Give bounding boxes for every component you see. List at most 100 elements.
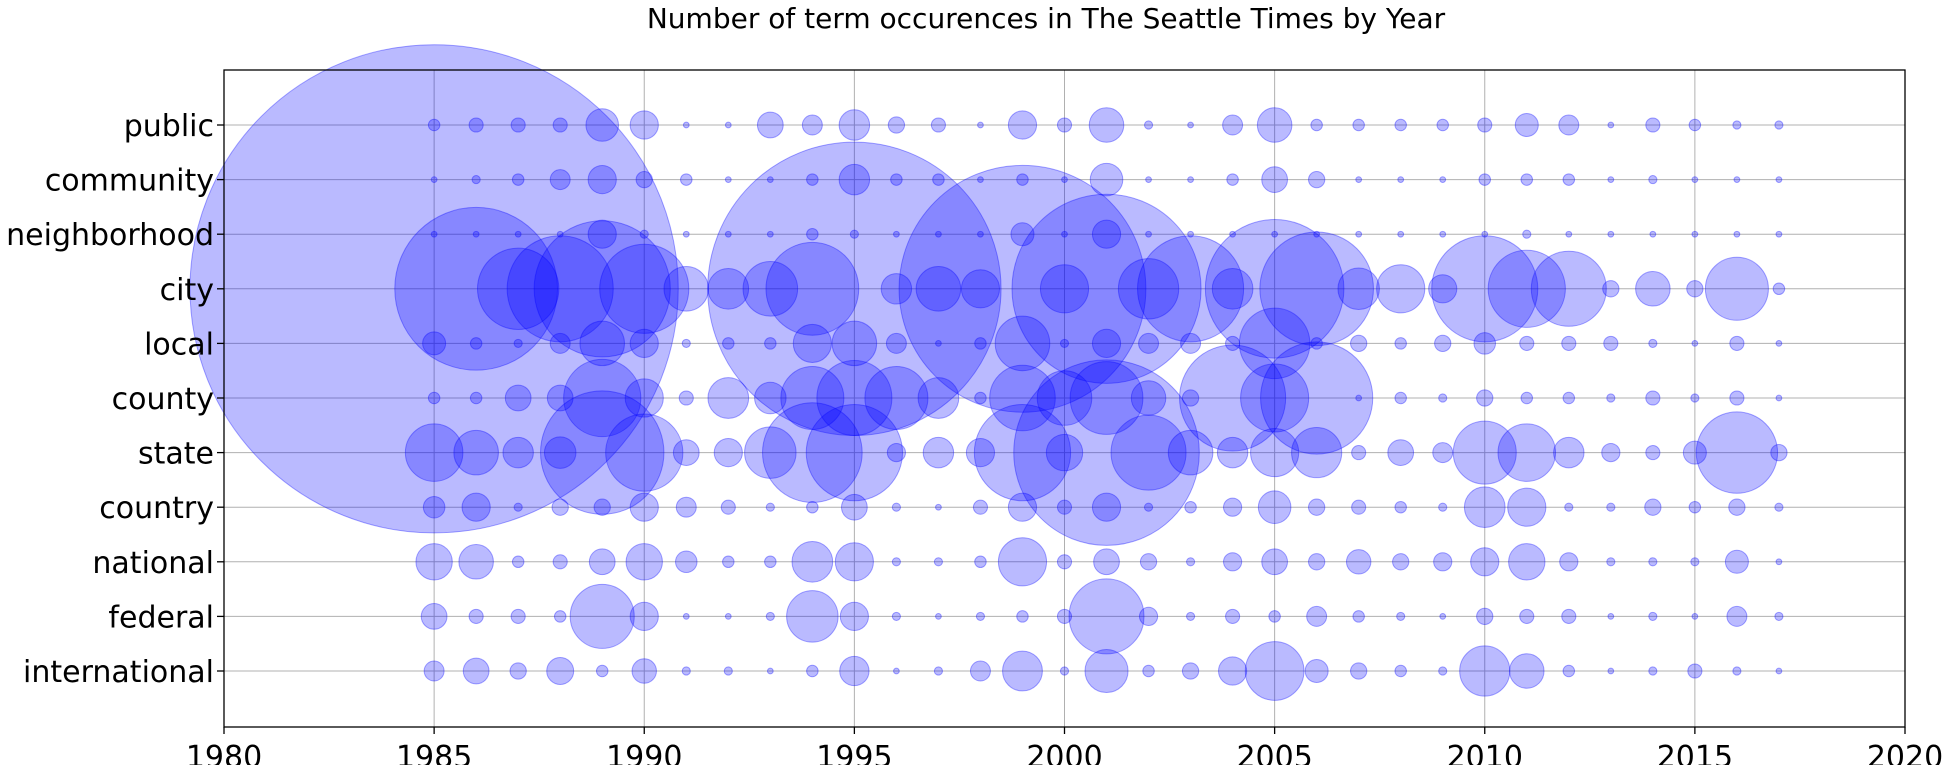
- bubble-federal-2006: [1306, 605, 1328, 627]
- bubble-state-2010: [1452, 420, 1517, 485]
- bubble-community-1985: [430, 176, 438, 183]
- bubble-neighborhood-1988: [556, 230, 564, 238]
- bubble-national-1988: [552, 554, 568, 570]
- bubble-international-2011: [1509, 653, 1545, 689]
- bubble-neighborhood-1986: [472, 230, 480, 238]
- bubble-neighborhood-1997: [935, 230, 942, 238]
- bubble-community-1997: [932, 173, 945, 186]
- bubble-county-1992: [707, 377, 750, 419]
- bubble-public-2015: [1688, 118, 1702, 132]
- bubble-federal-1987: [510, 608, 526, 624]
- bubble-international-2014: [1648, 666, 1658, 676]
- bubble-federal-1995: [839, 601, 869, 631]
- bubble-city-1990: [599, 243, 690, 334]
- bubble-federal-2000: [1056, 608, 1073, 624]
- bubble-neighborhood-1999: [1010, 222, 1035, 247]
- bubble-country-2006: [1308, 498, 1326, 516]
- bubble-national-2009: [1433, 552, 1453, 572]
- bubble-international-1986: [462, 657, 490, 685]
- bubble-national-1991: [675, 550, 698, 574]
- bubble-state-1991: [672, 439, 700, 466]
- bubble-country-1995: [841, 493, 868, 521]
- bubble-local-1994: [792, 323, 832, 363]
- bubble-country-1987: [513, 502, 523, 512]
- bubble-state-2011: [1497, 423, 1557, 482]
- bubble-neighborhood-2014: [1649, 230, 1657, 238]
- bubble-national-1996: [891, 557, 901, 567]
- bubble-local-2015: [1691, 340, 1699, 347]
- bubble-international-2008: [1394, 664, 1407, 678]
- bubble-public-2000: [1056, 117, 1073, 133]
- bubble-country-2001: [1091, 492, 1122, 522]
- bubble-international-2013: [1607, 667, 1615, 675]
- bubble-public-1995: [838, 109, 871, 141]
- chart-title: Number of term occurences in The Seattle…: [647, 2, 1446, 35]
- bubble-city-2001: [1011, 193, 1202, 384]
- bubble-city-1993: [742, 261, 799, 317]
- bubble-national-2003: [1186, 557, 1196, 567]
- bubble-state-2002: [1110, 414, 1187, 491]
- bubble-international-2010: [1459, 645, 1511, 697]
- bubble-local-2011: [1519, 335, 1535, 351]
- bubble-county-2016: [1729, 390, 1745, 406]
- bubble-neighborhood-1993: [766, 230, 774, 238]
- bubble-national-1992: [722, 555, 735, 569]
- bubble-public-2005: [1256, 107, 1293, 143]
- bubble-neighborhood-2016: [1733, 230, 1741, 238]
- bubble-local-1997: [935, 340, 942, 347]
- bubble-international-2000: [1059, 666, 1070, 676]
- bubble-community-1998: [977, 176, 984, 183]
- bubble-community-2017: [1775, 176, 1783, 183]
- bubble-public-1991: [682, 121, 690, 129]
- bubble-city-1997: [915, 266, 962, 312]
- bubble-city-1986: [394, 206, 559, 371]
- bubble-public-2001: [1088, 107, 1125, 143]
- y-tick-label-neighborhood: neighborhood: [6, 218, 214, 253]
- bubble-state-2004: [1216, 436, 1249, 469]
- bubble-city-1995: [707, 141, 1002, 436]
- bubble-neighborhood-2001: [1091, 219, 1122, 249]
- bubble-neighborhood-1996: [893, 230, 900, 238]
- bubble-international-1990: [631, 658, 657, 684]
- bubble-national-2008: [1392, 553, 1410, 571]
- bubble-neighborhood-2002: [1145, 230, 1152, 238]
- bubble-county-1997: [917, 377, 960, 419]
- bubble-neighborhood-2015: [1691, 230, 1699, 238]
- bubble-federal-2014: [1648, 611, 1658, 621]
- bubble-public-2003: [1187, 121, 1194, 129]
- bubble-federal-1991: [682, 613, 690, 620]
- bubble-public-2012: [1558, 114, 1580, 136]
- bubble-country-2003: [1184, 500, 1197, 514]
- bubble-community-2005: [1261, 166, 1288, 193]
- x-tick-label: 2015: [1657, 740, 1733, 765]
- bubble-state-2017: [1770, 443, 1788, 462]
- bubble-public-1988: [552, 117, 568, 133]
- bubble-city-2009: [1428, 274, 1458, 304]
- bubble-federal-2013: [1607, 613, 1615, 620]
- bubble-community-2012: [1562, 173, 1576, 186]
- bubble-city-2013: [1602, 280, 1620, 298]
- bubble-international-1994: [806, 664, 819, 678]
- bubble-county-2004: [1179, 344, 1287, 452]
- bubble-public-1989: [585, 108, 619, 142]
- bubble-county-2006: [1260, 341, 1374, 455]
- bubble-local-1992: [722, 337, 735, 350]
- bubble-state-2016: [1695, 411, 1779, 494]
- bubble-public-1999: [1007, 110, 1038, 140]
- bubble-community-1995: [838, 163, 871, 196]
- bubble-layer: [189, 44, 1788, 701]
- bubble-federal-2002: [1138, 606, 1159, 627]
- bubble-city-1998: [960, 269, 1001, 309]
- bubble-neighborhood-2010: [1481, 230, 1489, 238]
- bubble-county-2013: [1606, 393, 1616, 403]
- bubble-city-2007: [1337, 267, 1380, 311]
- bubble-country-1994: [806, 500, 819, 514]
- bubble-county-2009: [1438, 393, 1448, 403]
- bubble-county-2005: [1240, 363, 1310, 433]
- bubble-national-2005: [1261, 548, 1288, 576]
- bubble-neighborhood-1985: [430, 230, 438, 238]
- bubble-country-1991: [675, 496, 697, 518]
- bubble-international-1998: [969, 660, 991, 682]
- bubble-country-1985: [422, 495, 446, 519]
- bubble-federal-2004: [1225, 608, 1241, 624]
